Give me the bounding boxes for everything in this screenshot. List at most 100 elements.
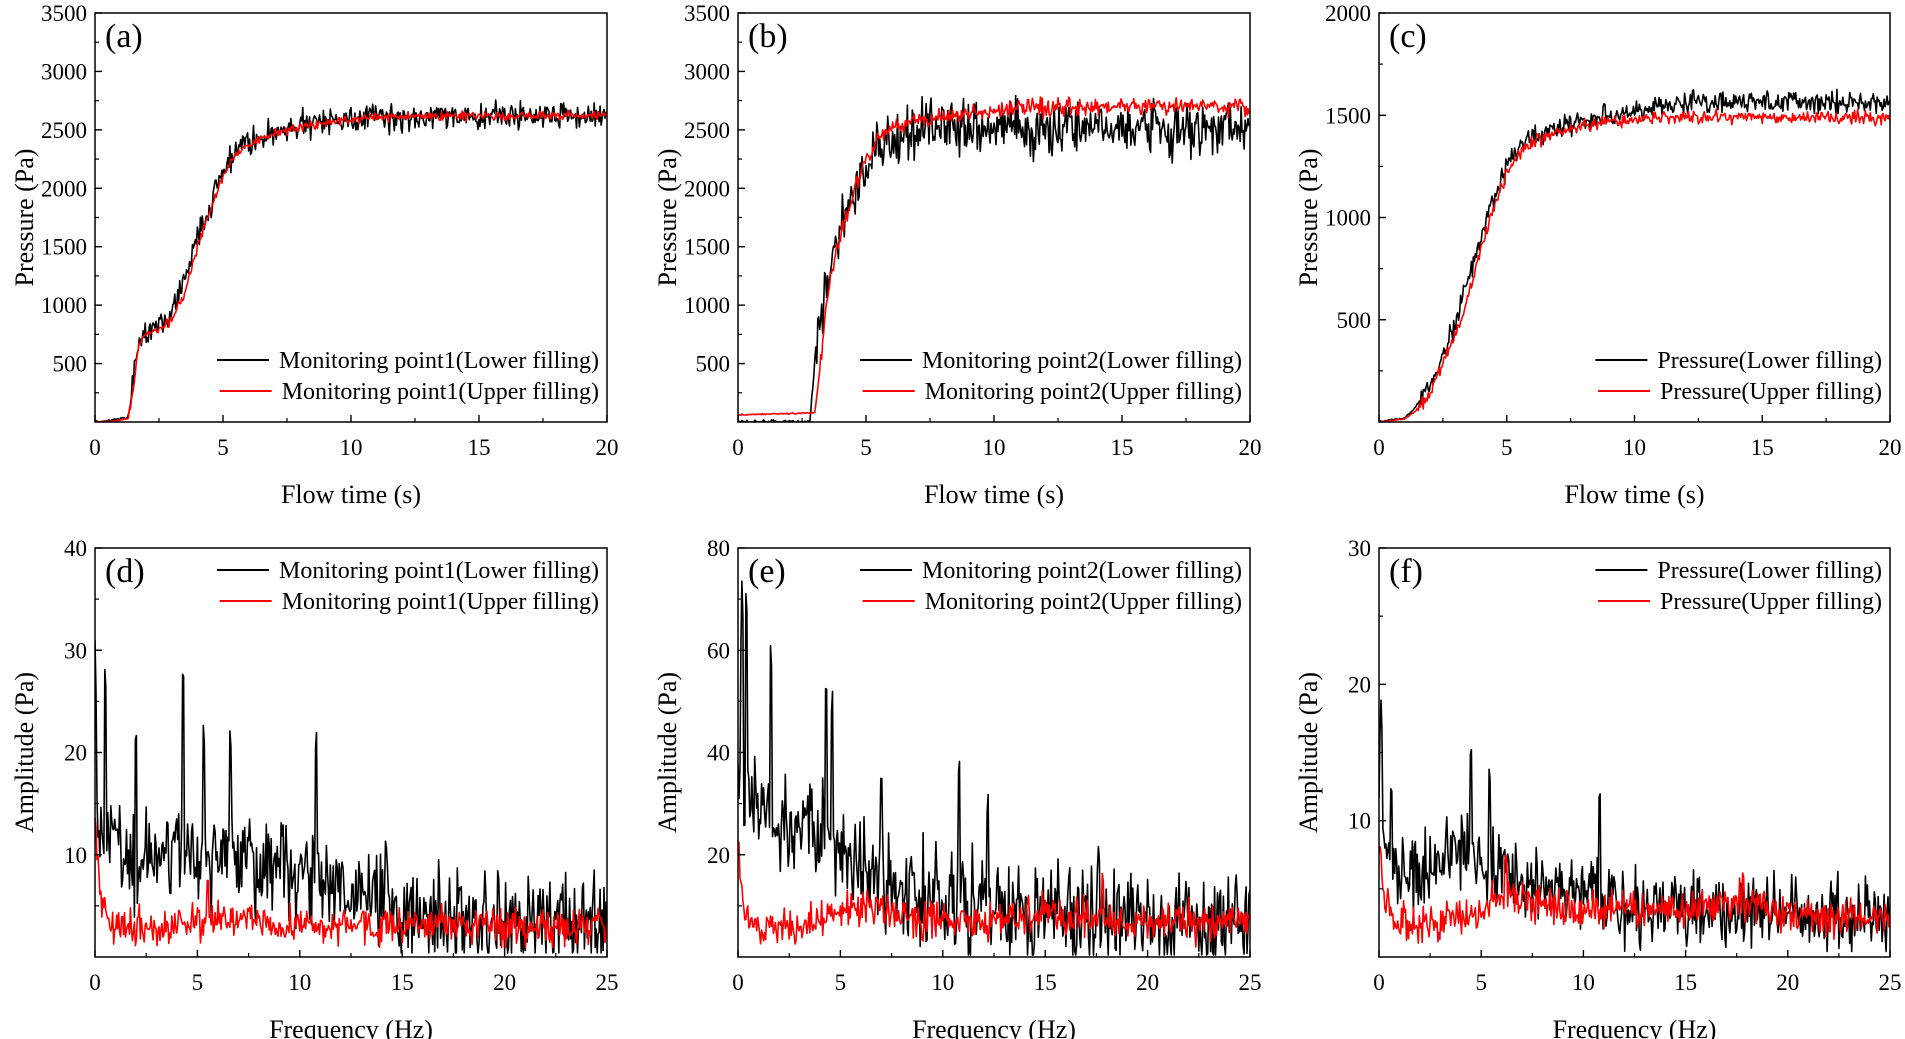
chart-panel-6: 0 5 10 15 20 25 10 20 30 Frequency (Hz) Amplitude … [1294,536,1902,1039]
chart-panel-3: 0 5 10 15 20 500 1000 1500 2000 Flow time (s) Pres… [1294,1,1902,509]
x-axis-title: Frequency (Hz) [912,1015,1076,1039]
series-line-5-1 [738,580,1250,956]
y-tick-label: 20 [64,741,87,766]
y-tick-label: 2000 [41,176,87,201]
y-tick-label: 1500 [1325,103,1371,128]
chart-panel-2: 0 5 10 15 20 500 1000 1500 2000 2500 3000 3500 Flow … [653,1,1262,509]
series-line-3-1 [1379,88,1890,422]
x-tick-label: 20 [1136,970,1159,995]
legend-label-1: Pressure(Lower filling) [1657,348,1882,374]
panel-label: (a) [105,18,143,55]
x-tick-label: 15 [391,970,414,995]
panel-label: (f) [1389,553,1423,590]
series-line-3-2 [1379,108,1890,422]
x-tick-label: 10 [983,435,1006,460]
y-tick-label: 1000 [684,293,730,318]
x-tick-label: 20 [1879,435,1902,460]
x-tick-label: 25 [1879,970,1902,995]
y-tick-label: 2000 [1325,1,1371,26]
x-tick-label: 5 [217,435,229,460]
legend-label-2: Monitoring point2(Upper filling) [925,589,1242,615]
x-tick-label: 0 [89,970,101,995]
y-tick-label: 2000 [684,176,730,201]
y-axis-title: Amplitude (Pa) [10,672,39,833]
y-tick-label: 1000 [41,293,87,318]
panel-label: (d) [105,553,145,590]
y-tick-label: 2500 [41,118,87,143]
x-tick-label: 10 [1572,970,1595,995]
x-tick-label: 5 [1501,435,1513,460]
x-tick-label: 25 [1239,970,1262,995]
chart-panel-4: 0 5 10 15 20 25 10 20 30 40 Frequency (Hz) Amplitud… [10,536,619,1039]
x-tick-label: 15 [1751,435,1774,460]
y-tick-label: 10 [64,843,87,868]
panel-label: (e) [748,553,786,590]
y-tick-label: 1500 [684,235,730,260]
legend-label-1: Monitoring point1(Lower filling) [279,558,599,584]
x-tick-label: 10 [931,970,954,995]
x-tick-label: 5 [192,970,204,995]
y-tick-label: 3000 [684,59,730,84]
y-tick-label: 3500 [684,1,730,26]
x-axis-title: Frequency (Hz) [269,1015,433,1039]
y-axis-title: Amplitude (Pa) [1294,672,1323,833]
legend-label-2: Pressure(Upper filling) [1660,589,1882,615]
panel-label: (b) [748,18,788,55]
x-tick-label: 10 [340,435,363,460]
y-axis-title: Pressure (Pa) [1294,149,1323,287]
x-tick-label: 5 [860,435,872,460]
y-tick-label: 3500 [41,1,87,26]
y-tick-label: 500 [1337,308,1372,333]
x-axis-title: Flow time (s) [281,480,421,509]
y-tick-label: 30 [1348,536,1371,561]
legend-label-2: Monitoring point1(Upper filling) [282,379,599,405]
series-line-4-1 [95,639,607,954]
x-tick-label: 5 [1475,970,1487,995]
series-line-1-2 [95,109,607,422]
y-tick-label: 30 [64,638,87,663]
x-tick-label: 20 [596,435,619,460]
series-line-2-1 [738,94,1250,422]
y-tick-label: 3000 [41,59,87,84]
x-tick-label: 0 [732,970,744,995]
x-tick-label: 20 [1239,435,1262,460]
x-tick-label: 15 [1034,970,1057,995]
series-line-4-2 [95,817,607,949]
legend-label-1: Monitoring point1(Lower filling) [279,348,599,374]
series-line-5-2 [738,841,1250,948]
chart-panel-1: 0 5 10 15 20 500 1000 1500 2000 2500 3000 3500 Flow … [10,1,619,509]
x-tick-label: 15 [1111,435,1134,460]
y-tick-label: 80 [707,536,730,561]
legend-label-2: Pressure(Upper filling) [1660,379,1882,405]
y-tick-label: 1500 [41,235,87,260]
x-tick-label: 20 [1776,970,1799,995]
x-axis-title: Flow time (s) [924,480,1064,509]
y-axis-title: Pressure (Pa) [10,149,39,287]
legend-label-2: Monitoring point1(Upper filling) [282,589,599,615]
y-tick-label: 1000 [1325,206,1371,231]
x-tick-label: 0 [1373,970,1385,995]
series-line-6-2 [1379,845,1890,945]
x-tick-label: 0 [89,435,101,460]
legend-label-1: Monitoring point2(Lower filling) [922,558,1242,584]
series-line-2-2 [738,96,1250,417]
x-tick-label: 20 [493,970,516,995]
y-tick-label: 500 [696,352,731,377]
y-tick-label: 20 [1348,672,1371,697]
chart-panel-5: 0 5 10 15 20 25 20 40 60 80 Frequency (Hz) Amplitud… [653,536,1262,1039]
x-tick-label: 15 [468,435,491,460]
x-tick-label: 5 [835,970,847,995]
x-tick-label: 15 [1674,970,1697,995]
series-line-1-1 [95,99,607,422]
panel-label: (c) [1389,18,1427,55]
x-axis-title: Flow time (s) [1564,480,1704,509]
y-axis-title: Pressure (Pa) [653,149,682,287]
x-tick-label: 0 [1373,435,1385,460]
legend-label-2: Monitoring point2(Upper filling) [925,379,1242,405]
y-tick-label: 20 [707,843,730,868]
x-tick-label: 10 [1623,435,1646,460]
x-tick-label: 10 [288,970,311,995]
x-tick-label: 0 [732,435,744,460]
y-tick-label: 500 [53,352,88,377]
